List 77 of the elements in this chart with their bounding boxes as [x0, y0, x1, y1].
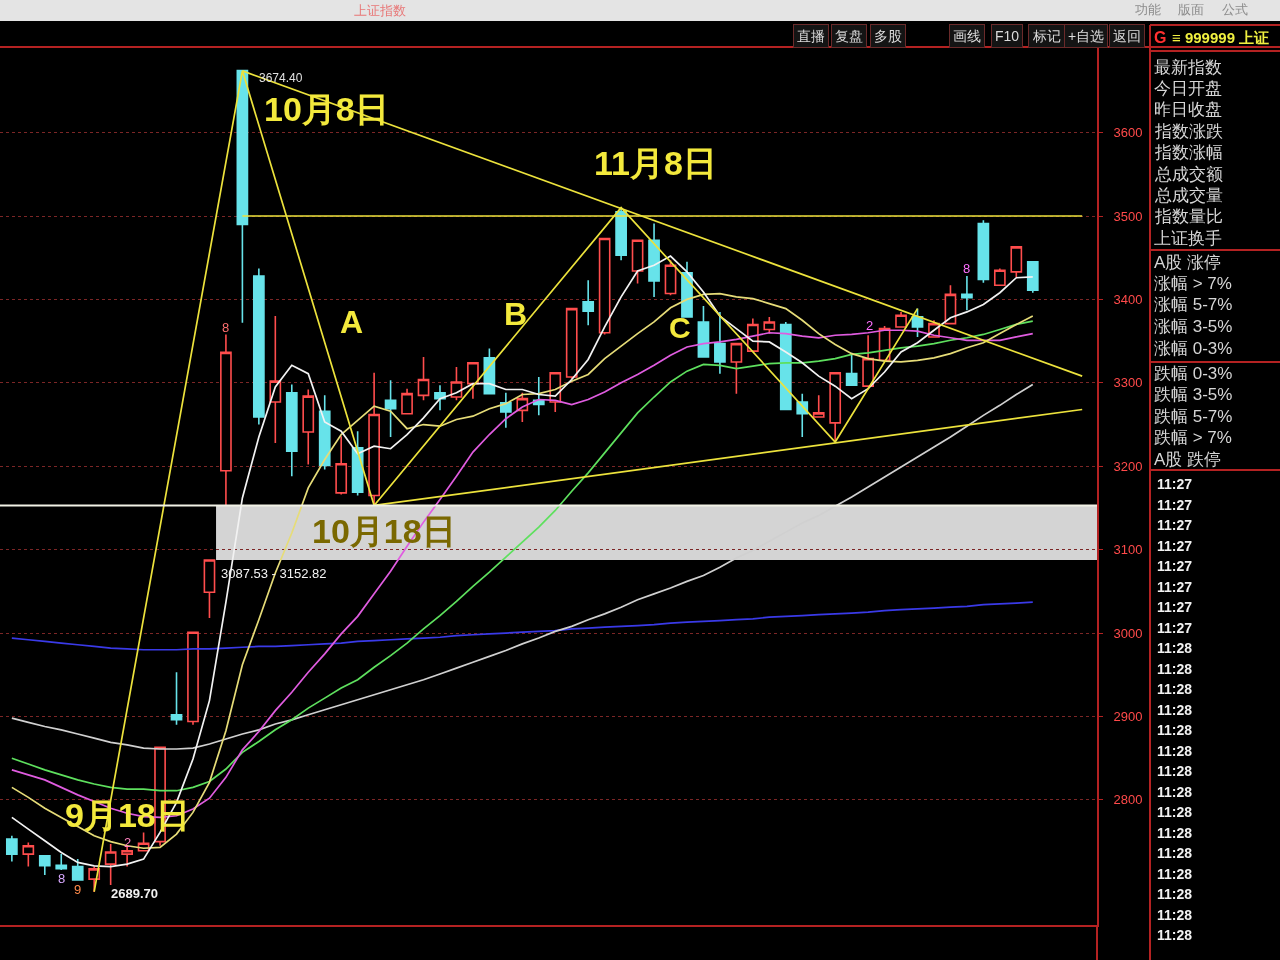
text: 指数涨幅: [1154, 143, 1223, 162]
annotation: C: [669, 311, 691, 344]
text: 涨幅 > 7%: [1154, 274, 1232, 293]
y-tick-label: 3600: [1113, 125, 1143, 141]
text: 11:28: [1157, 886, 1193, 902]
text: 11:28: [1157, 681, 1193, 697]
annotation: 10月18日: [312, 512, 456, 550]
text: 指数量比: [1154, 207, 1223, 226]
annotation: A: [340, 304, 364, 340]
text: 涨幅 5-7%: [1154, 295, 1233, 314]
text: 11:28: [1157, 784, 1193, 800]
y-tick-label: 3300: [1113, 375, 1143, 391]
text: 最新指数: [1154, 58, 1222, 77]
annotation: 11月8日: [594, 144, 717, 182]
text: 跌幅 3-5%: [1154, 385, 1233, 404]
text: 昨日收盘: [1154, 100, 1222, 119]
text: 11:28: [1157, 640, 1193, 656]
annotation: 9: [74, 882, 82, 897]
text: 11:28: [1157, 763, 1193, 779]
chart-title: 上证指数: [354, 2, 406, 18]
text: 今日开盘: [1154, 79, 1222, 98]
text: 11:28: [1157, 825, 1193, 841]
text: 11:28: [1157, 804, 1193, 820]
text: 总成交额: [1154, 165, 1223, 184]
text: 标记: [1032, 28, 1061, 44]
text: 11:28: [1157, 845, 1193, 861]
text: 11:27: [1157, 538, 1193, 554]
text: 11:27: [1157, 599, 1193, 615]
text: 11:28: [1157, 927, 1193, 943]
text: A股 涨停: [1154, 253, 1222, 272]
text: 11:28: [1157, 722, 1193, 738]
text: ≡ 999999 上证: [1172, 29, 1270, 46]
text: 11:27: [1157, 620, 1193, 636]
text: 11:27: [1157, 558, 1193, 574]
annotation: 2689.70: [111, 886, 158, 901]
annotation: B: [504, 296, 528, 332]
text: F10: [995, 28, 1020, 44]
text: 11:27: [1157, 517, 1193, 533]
text: 总成交量: [1154, 186, 1223, 205]
y-tick-label: 3400: [1113, 291, 1143, 307]
text: 版面: [1178, 2, 1204, 17]
y-tick-label: 3000: [1113, 625, 1143, 641]
text: +自选: [1068, 28, 1105, 44]
text: 涨幅 0-3%: [1154, 339, 1233, 358]
text: 多股: [874, 28, 902, 44]
text: G: [1154, 29, 1167, 46]
text: 功能: [1135, 2, 1161, 17]
text: 公式: [1222, 2, 1248, 17]
text: 画线: [953, 28, 981, 44]
text: 返回: [1113, 28, 1141, 44]
text: 11:27: [1157, 476, 1193, 492]
text: 11:28: [1157, 866, 1193, 882]
text: 11:27: [1157, 497, 1193, 513]
text: 直播: [797, 28, 825, 44]
text: 跌幅 > 7%: [1154, 428, 1232, 447]
annotation: 8: [963, 261, 971, 276]
annotation: 8: [222, 320, 230, 335]
y-tick-label: 2800: [1113, 792, 1143, 808]
annotation: 8: [58, 871, 66, 886]
text: 11:28: [1157, 661, 1193, 677]
y-tick-label: 3200: [1113, 458, 1143, 474]
text: 11:28: [1157, 743, 1193, 759]
annotation: 3674.40: [259, 71, 303, 85]
text: 11:27: [1157, 579, 1193, 595]
text: 上证换手: [1154, 229, 1222, 248]
text: 指数涨跌: [1154, 122, 1223, 141]
text: 11:28: [1157, 907, 1193, 923]
text: 跌幅 0-3%: [1154, 364, 1233, 383]
text: 涨幅 3-5%: [1154, 317, 1233, 336]
text: A股 跌停: [1154, 450, 1222, 469]
y-tick-label: 2900: [1113, 709, 1143, 725]
y-tick-label: 3500: [1113, 208, 1143, 224]
text: 跌幅 5-7%: [1154, 407, 1233, 426]
y-tick-label: 3100: [1113, 542, 1143, 558]
annotation: 2: [866, 318, 874, 333]
text: 11:28: [1157, 702, 1193, 718]
text: 复盘: [835, 28, 863, 44]
